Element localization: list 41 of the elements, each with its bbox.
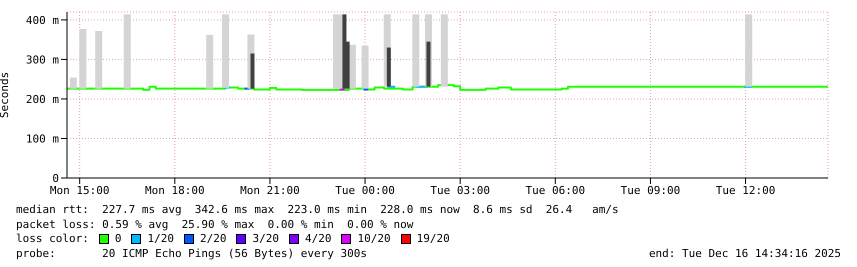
bar [95,30,102,89]
bar [124,14,131,89]
y-tick-label: 300 m [26,53,60,66]
y-tick-label: 0 [52,172,59,185]
bar [222,14,230,88]
bar [440,14,448,87]
legend-label: 3/20 [251,232,279,245]
bar [79,28,86,89]
y-tick-label: 200 m [26,92,60,106]
legend-label: 2/20 [198,232,226,245]
bar [250,54,254,89]
y-tick-label: 400 m [26,14,60,27]
y-axis-title: Seconds [0,72,11,118]
x-tick-label: Mon 15:00 [50,184,110,197]
y-tick-label: 100 m [26,132,60,146]
x-tick-label: Mon 18:00 [145,184,205,197]
bar [348,44,356,89]
x-tick-label: Tue 06:00 [526,184,586,197]
legend-label: 10/20 [356,232,391,245]
x-tick-label: Tue 00:00 [335,184,395,197]
x-tick-label: Mon 21:00 [240,184,300,197]
bar [206,34,214,89]
legend-title: loss color: [16,232,89,245]
legend-label: 19/20 [416,232,450,245]
x-tick-label: Tue 09:00 [620,184,680,197]
text: packet loss: 0.59 % avg 25.90 % max 0.00 % min 0.00 % now [16,218,414,232]
legend-label: 4/20 [304,232,332,245]
text: probe: 20 ICMP Echo Pings (56 Bytes) every 300s [16,246,368,261]
bar [386,48,391,87]
text: end: Tue Dec 16 14:34:16 2025 [648,247,841,260]
bar [426,42,430,87]
bar [745,14,752,87]
text: median rtt: 227.7 ms avg 342.6 ms max 223.0 ms min 228.0 ms now 8.6 ms sd 26.4 am/s [16,203,619,218]
x-tick-label: Tue 03:00 [430,184,490,197]
legend-label: 1/20 [146,232,174,245]
bar [333,14,340,89]
x-tick-label: Tue 12:00 [716,184,776,197]
bar [70,78,77,89]
bar [412,14,420,87]
bar [362,46,369,89]
legend-label: 0 [114,232,122,245]
